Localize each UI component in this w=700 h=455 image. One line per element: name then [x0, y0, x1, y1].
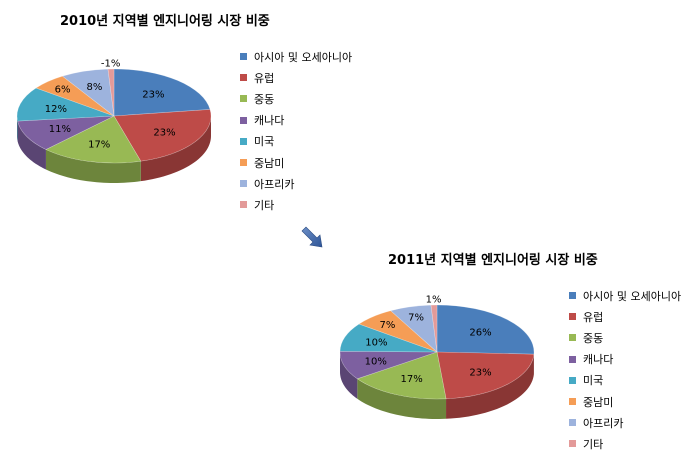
pie-side-0-1	[140, 116, 211, 182]
pie-label-0-3: 11%	[49, 124, 71, 135]
pie-side-1-3	[340, 352, 358, 399]
pie-label-0-0: 23%	[142, 90, 164, 101]
legend-item-0-6: 아프리카	[240, 173, 352, 194]
pie-label-0-6: 8%	[86, 82, 102, 93]
legend-item-1-6: 아프리카	[569, 412, 681, 433]
legend-label: 캐나다	[254, 114, 285, 128]
pie-slice-0-6	[61, 68, 115, 117]
legend-label: 중동	[254, 92, 275, 106]
legend-item-0-7: 기타	[240, 194, 352, 215]
legend-label: 중남미	[583, 395, 614, 409]
legend-swatch	[569, 355, 576, 363]
legend-label: 아프리카	[254, 177, 295, 191]
pie-label-0-2: 17%	[88, 140, 110, 151]
legend-label: 기타	[583, 437, 604, 451]
pie-label-0-5: 6%	[55, 85, 71, 96]
pie-label-1-0: 26%	[469, 327, 491, 338]
legend-swatch	[569, 398, 576, 406]
legend-item-1-3: 캐나다	[569, 349, 681, 370]
pie-slice-1-7	[430, 304, 438, 353]
legend-label: 캐나다	[583, 353, 614, 367]
legend-swatch	[240, 74, 247, 82]
chart-title-2011: 2011년 지역별 엔지니어링 시장 비중	[388, 253, 598, 268]
pie-label-0-1: 23%	[153, 127, 175, 138]
legend-swatch	[240, 180, 247, 188]
pie-label-1-6: 7%	[408, 312, 424, 323]
legend-swatch	[569, 376, 576, 384]
pie-label-1-5: 7%	[379, 320, 395, 331]
legend-label: 기타	[254, 198, 275, 212]
pie-slice-0-0	[113, 68, 211, 117]
legend-label: 미국	[583, 374, 604, 388]
pie-slice-1-2	[356, 351, 447, 400]
legend-label: 아시아 및 오세아니아	[254, 50, 353, 64]
pie-slice-1-5	[358, 310, 438, 353]
pie-side-0-4	[17, 116, 18, 142]
pie-slice-1-0	[436, 304, 535, 355]
pie-slice-0-7	[107, 68, 115, 117]
legend-swatch	[240, 53, 247, 61]
legend-item-0-0: 아시아 및 오세아니아	[240, 46, 352, 67]
legend-swatch	[569, 334, 576, 342]
legend-item-0-3: 캐나다	[240, 110, 352, 131]
pie-side-1-2	[357, 378, 447, 419]
legend-swatch	[569, 313, 576, 321]
pie-slice-0-4	[16, 87, 115, 122]
legend-swatch	[240, 137, 247, 145]
pie-slice-1-6	[390, 304, 438, 353]
legend-item-1-5: 중남미	[569, 391, 681, 412]
legend-label: 중동	[583, 331, 604, 345]
arrow-down-right-icon	[301, 226, 323, 248]
legend-swatch	[240, 201, 247, 209]
legend-item-1-1: 유럽	[569, 306, 681, 327]
pie-label-1-1: 23%	[469, 368, 491, 379]
legend-label: 중남미	[254, 156, 285, 170]
pie-label-1-3: 10%	[365, 357, 387, 368]
pie-1: 26%23%17%10%10%7%7%1%	[339, 294, 535, 419]
pie-slice-0-2	[45, 115, 142, 164]
pie-slice-1-4	[339, 323, 438, 353]
legend-swatch	[569, 440, 576, 448]
pie-label-0-4: 12%	[45, 104, 67, 115]
legend-item-0-5: 중남미	[240, 152, 352, 173]
pie-slice-1-3	[339, 350, 438, 380]
pie-side-0-3	[17, 121, 46, 170]
pie-label-0-7: -1%	[101, 58, 120, 69]
legend-item-1-4: 미국	[569, 370, 681, 391]
pie-slice-0-1	[113, 109, 212, 162]
pie-slice-0-5	[35, 75, 115, 117]
legend-swatch	[240, 159, 247, 167]
legend-label: 미국	[254, 135, 275, 149]
legend-swatch	[240, 116, 247, 124]
pie-side-1-1	[446, 354, 534, 419]
legend-item-1-7: 기타	[569, 433, 681, 454]
legend-item-0-1: 유럽	[240, 67, 352, 88]
legend-item-1-0: 아시아 및 오세아니아	[569, 285, 681, 306]
legend-swatch	[569, 292, 576, 300]
legend-label: 아시아 및 오세아니아	[583, 289, 682, 303]
pie-label-1-7: 1%	[426, 294, 442, 305]
legend-label: 유럽	[254, 71, 275, 85]
pie-label-1-4: 10%	[365, 338, 387, 349]
legend-swatch	[240, 95, 247, 103]
pie-side-0-2	[45, 149, 141, 183]
pie-slice-0-3	[17, 115, 115, 150]
legend-item-1-2: 중동	[569, 327, 681, 348]
legend-label: 아프리카	[583, 416, 624, 430]
pie-label-1-2: 17%	[400, 374, 422, 385]
pie-slice-1-1	[436, 351, 535, 400]
chart-title-2010: 2010년 지역별 엔지니어링 시장 비중	[60, 14, 270, 29]
legend-item-0-4: 미국	[240, 131, 352, 152]
pie-0: 23% 23% 17% 11% 12% 6% 8% -1%	[16, 58, 212, 183]
legend-label: 유럽	[583, 310, 604, 324]
legend-swatch	[569, 419, 576, 427]
legend-item-0-2: 중동	[240, 88, 352, 109]
